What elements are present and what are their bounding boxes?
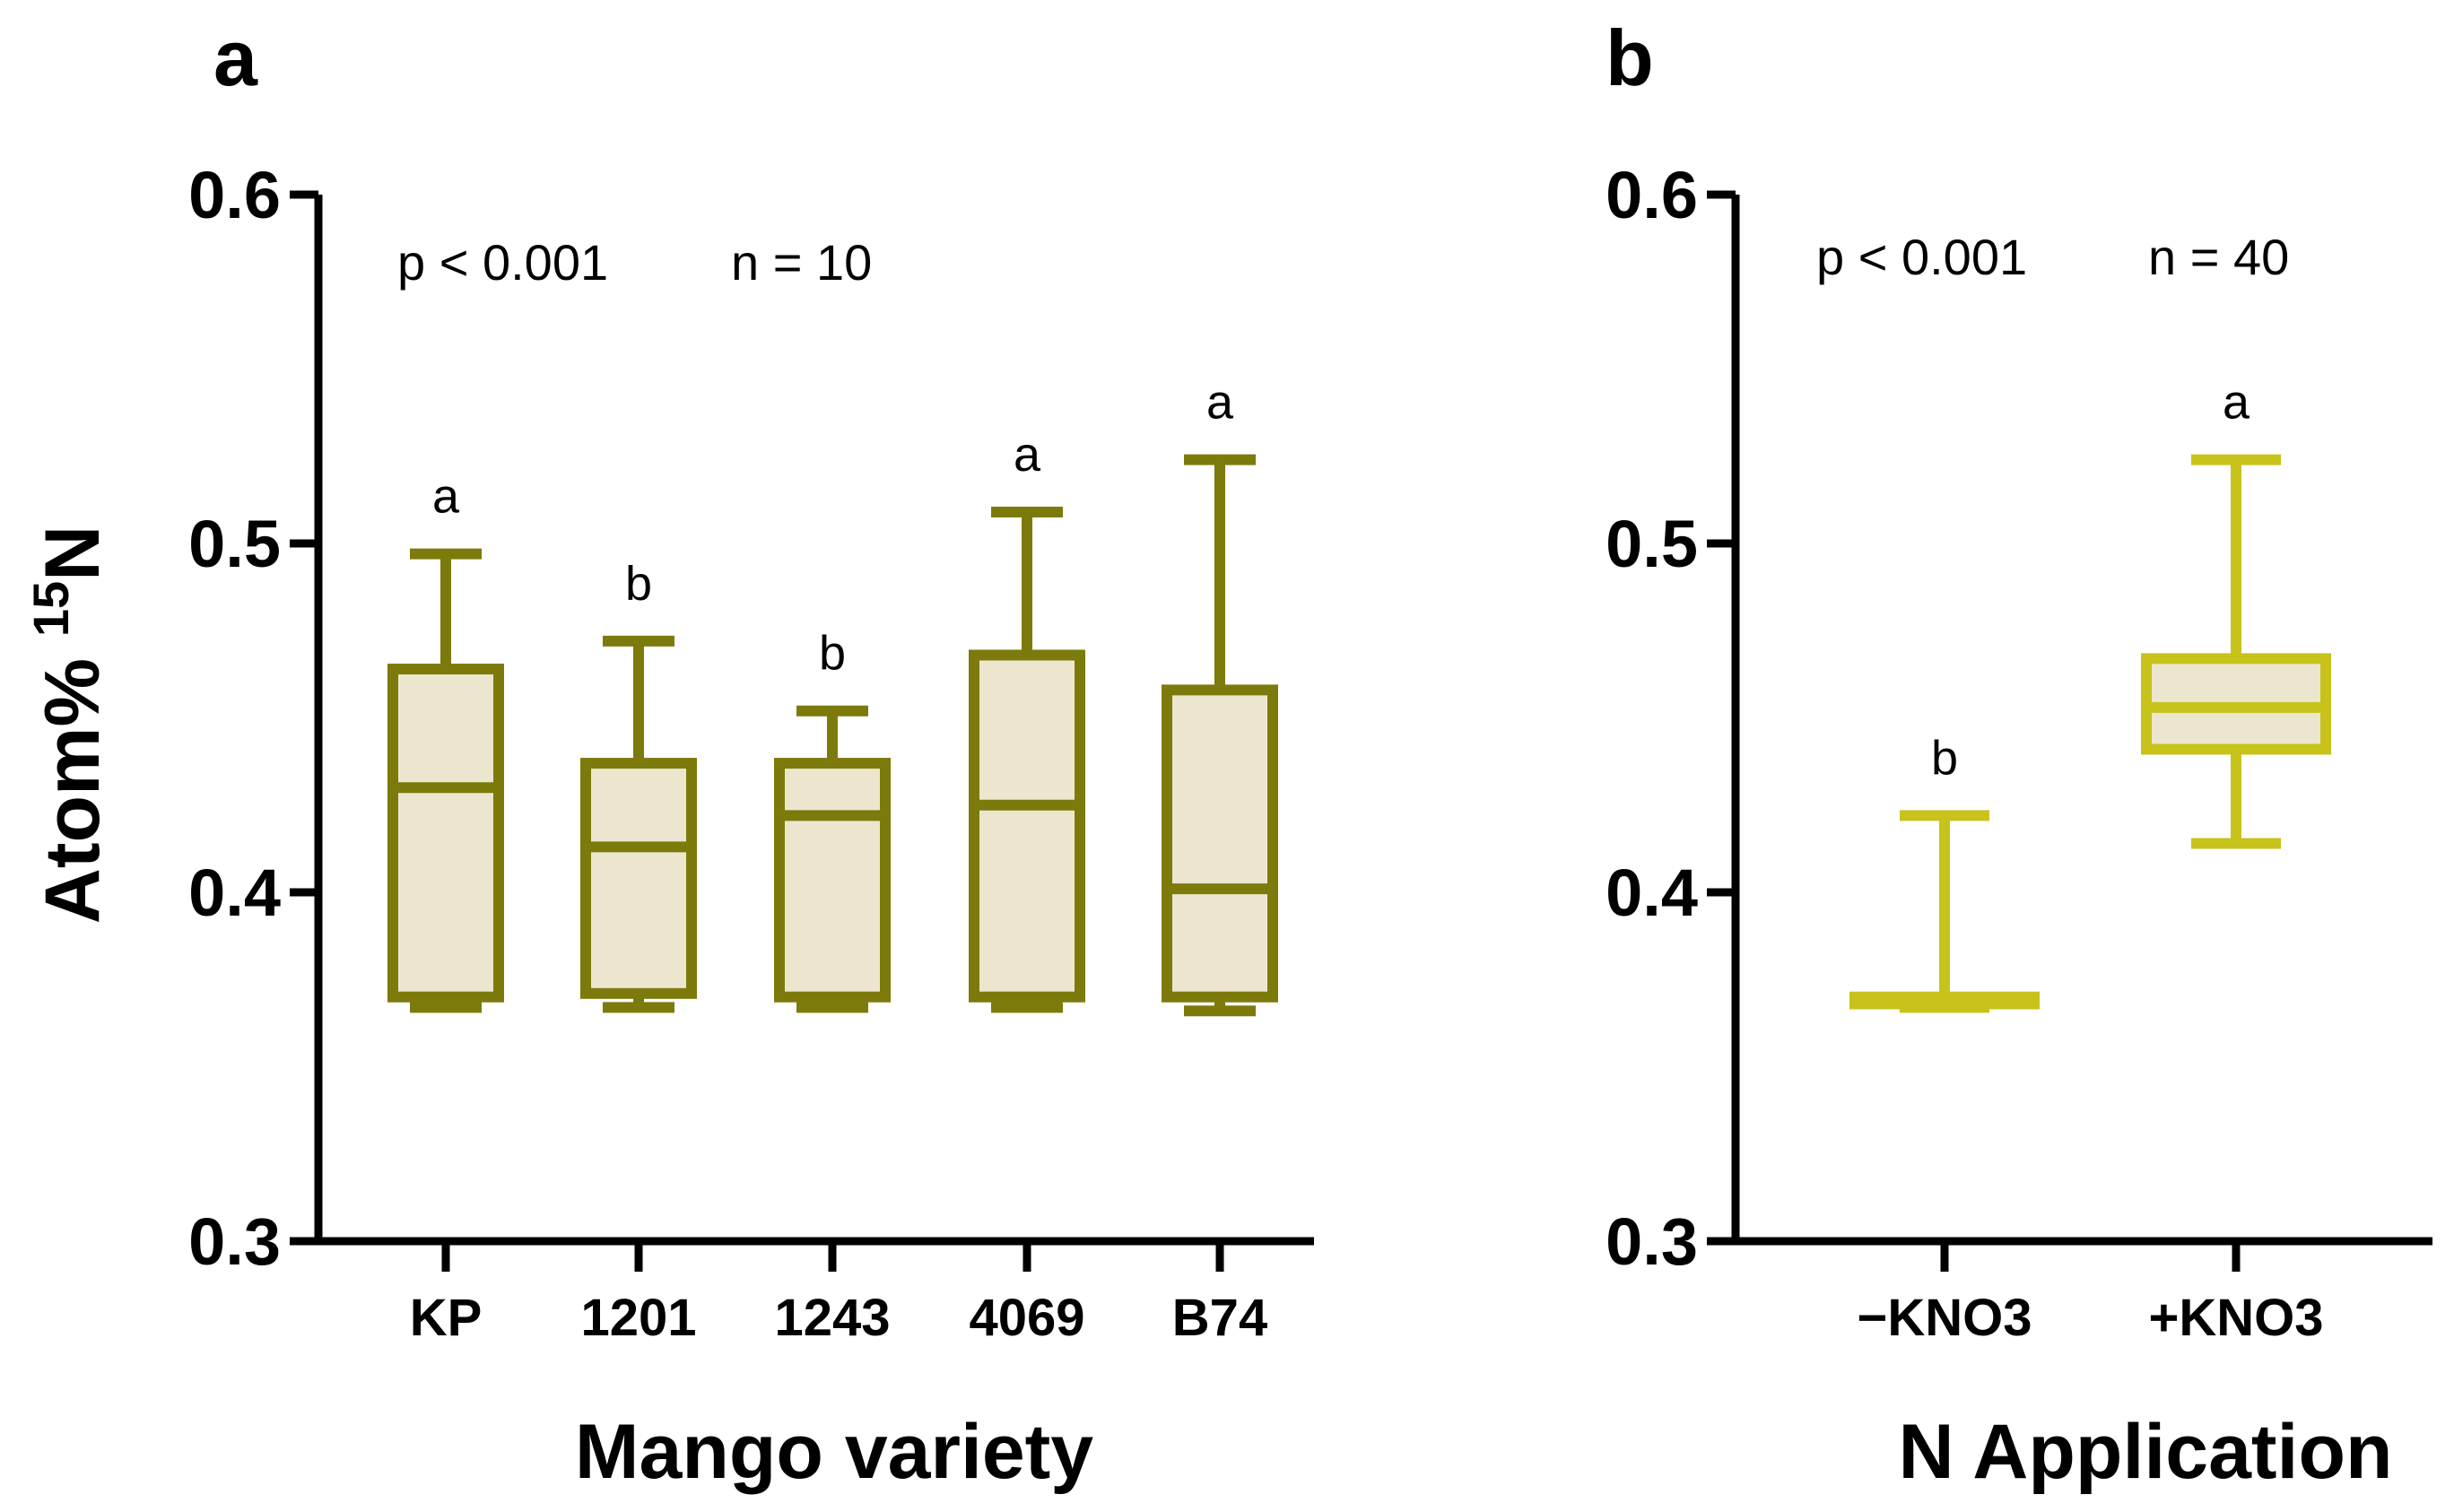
x-tick-label: +KNO3 [2148, 1289, 2323, 1347]
box-body [580, 758, 697, 999]
panel-a-boxes: a b b a a [387, 376, 1278, 1017]
x-tick-label: KP [410, 1289, 483, 1347]
panel-a-p-value: p < 0.001 [397, 234, 608, 291]
significance-letter: a [1206, 376, 1234, 430]
box-body [387, 664, 504, 1003]
panel-b-p-value: p < 0.001 [1816, 229, 2027, 285]
box-KP: a [387, 470, 504, 1013]
box-+KNO3: a [2141, 376, 2331, 849]
panel-b: b 0.30.40.50.6 −KNO3 +KNO3 ba p < 0.001 n… [1606, 13, 2432, 1495]
x-tick-label: 1243 [774, 1289, 890, 1347]
y-tick-label: 0.6 [188, 158, 281, 232]
box-body [969, 649, 1085, 1003]
y-tick-label: 0.3 [188, 1204, 281, 1279]
significance-letter: b [819, 627, 846, 681]
panel-a-y-ticks: 0.3 0.4 0.5 0.6 [188, 158, 318, 1279]
y-tick-label: 0.5 [1606, 507, 1698, 581]
x-tick-label: −KNO3 [1857, 1289, 2032, 1347]
significance-letter: b [1931, 731, 1958, 785]
x-tick-label: B74 [1172, 1289, 1267, 1347]
panel-a: a Atom% 15N 0.3 0.4 0.5 0.6 KP 1201 1243 4069 B… [22, 13, 1314, 1495]
panel-b-y-ticks: 0.3 0.4 0.5 0.6 [1606, 158, 1736, 1279]
significance-letter: a [1014, 428, 1041, 482]
panel-a-y-axis-title: Atom% 15N [22, 526, 116, 925]
significance-letter: b [625, 557, 652, 611]
panel-b-x-axis-title: N Application [1898, 1409, 2392, 1495]
panel-b-label: b [1606, 13, 1654, 102]
box-body [1162, 684, 1278, 1003]
panel-b-n-count: n = 40 [2148, 229, 2289, 285]
y-tick-label: 0.4 [1606, 856, 1698, 930]
significance-letter: a [432, 470, 460, 524]
y-tick-label: 0.4 [188, 856, 281, 930]
x-tick-label: 4069 [969, 1289, 1084, 1347]
y-tick-label: 0.5 [188, 507, 281, 581]
panel-a-label: a [213, 13, 258, 102]
panel-b-x-ticks: −KNO3 +KNO3 [1857, 1241, 2324, 1347]
panel-b-boxes: ba [1849, 376, 2331, 1013]
panel-a-x-ticks: KP 1201 1243 4069 B74 [410, 1241, 1267, 1347]
y-title-main: Atom% [30, 637, 116, 924]
significance-letter: a [2223, 376, 2250, 430]
y-title-superscript: 15 [22, 581, 79, 637]
box-B74: a [1162, 376, 1278, 1017]
box-1243: b [774, 627, 891, 1013]
box-4069: a [969, 428, 1085, 1013]
y-title-suffix: N [30, 526, 116, 581]
box-−KNO3: b [1849, 731, 2040, 1013]
box-1201: b [580, 557, 697, 1013]
panel-a-x-axis-title: Mango variety [575, 1409, 1093, 1495]
panel-a-n-count: n = 10 [731, 234, 872, 291]
box-body [774, 758, 891, 1003]
y-tick-label: 0.6 [1606, 158, 1698, 232]
x-tick-label: 1201 [580, 1289, 696, 1347]
y-tick-label: 0.3 [1606, 1204, 1698, 1279]
